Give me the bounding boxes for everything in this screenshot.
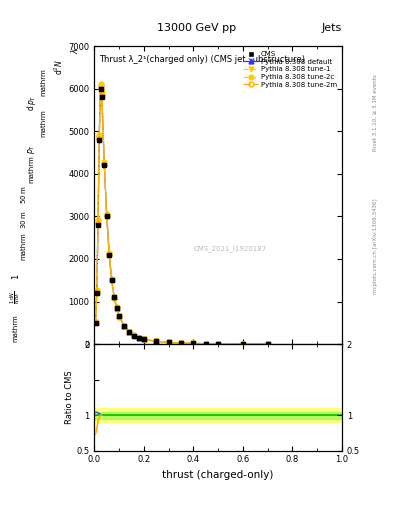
Text: Rivet 3.1.10, ≥ 3.1M events: Rivet 3.1.10, ≥ 3.1M events bbox=[373, 74, 378, 151]
Legend: CMS, Pythia 8.308 default, Pythia 8.308 tune-1, Pythia 8.308 tune-2c, Pythia 8.3: CMS, Pythia 8.308 default, Pythia 8.308 … bbox=[241, 50, 338, 89]
Text: 13000 GeV pp: 13000 GeV pp bbox=[157, 23, 236, 33]
Text: $1$: $1$ bbox=[10, 273, 21, 280]
Text: Thrust λ_2¹(charged only) (CMS jet substructure): Thrust λ_2¹(charged only) (CMS jet subst… bbox=[99, 55, 305, 64]
Text: mathrm: mathrm bbox=[20, 232, 27, 260]
Text: $\mathrm{d}\,p_T$: $\mathrm{d}\,p_T$ bbox=[25, 94, 38, 111]
Text: CMS_2021_I1920187: CMS_2021_I1920187 bbox=[194, 245, 267, 252]
Text: $p_\mathrm{T}$: $p_\mathrm{T}$ bbox=[26, 143, 37, 154]
Text: Jets: Jets bbox=[321, 23, 342, 33]
Text: $\lambda$: $\lambda$ bbox=[69, 48, 80, 54]
Text: $30\,\mathrm{m}$: $30\,\mathrm{m}$ bbox=[19, 211, 28, 229]
Text: mathrm: mathrm bbox=[28, 155, 35, 183]
Text: $\frac{1}{N}\frac{\mathrm{d}N}{\mathrm{d}\lambda}$: $\frac{1}{N}\frac{\mathrm{d}N}{\mathrm{d… bbox=[9, 290, 23, 304]
Bar bbox=[94, 408, 342, 422]
Text: $\mathrm{d}^2N$: $\mathrm{d}^2N$ bbox=[53, 58, 65, 75]
X-axis label: thrust (charged-only): thrust (charged-only) bbox=[162, 470, 274, 480]
Text: mathrm: mathrm bbox=[40, 109, 46, 137]
Bar bbox=[94, 412, 342, 419]
Text: mathrm: mathrm bbox=[13, 314, 19, 342]
Text: mathrm: mathrm bbox=[40, 68, 46, 96]
Text: $50\,\mathrm{m}$: $50\,\mathrm{m}$ bbox=[19, 185, 28, 204]
Y-axis label: Ratio to CMS: Ratio to CMS bbox=[64, 371, 73, 424]
Text: mcplots.cern.ch [arXiv:1306.3436]: mcplots.cern.ch [arXiv:1306.3436] bbox=[373, 198, 378, 293]
